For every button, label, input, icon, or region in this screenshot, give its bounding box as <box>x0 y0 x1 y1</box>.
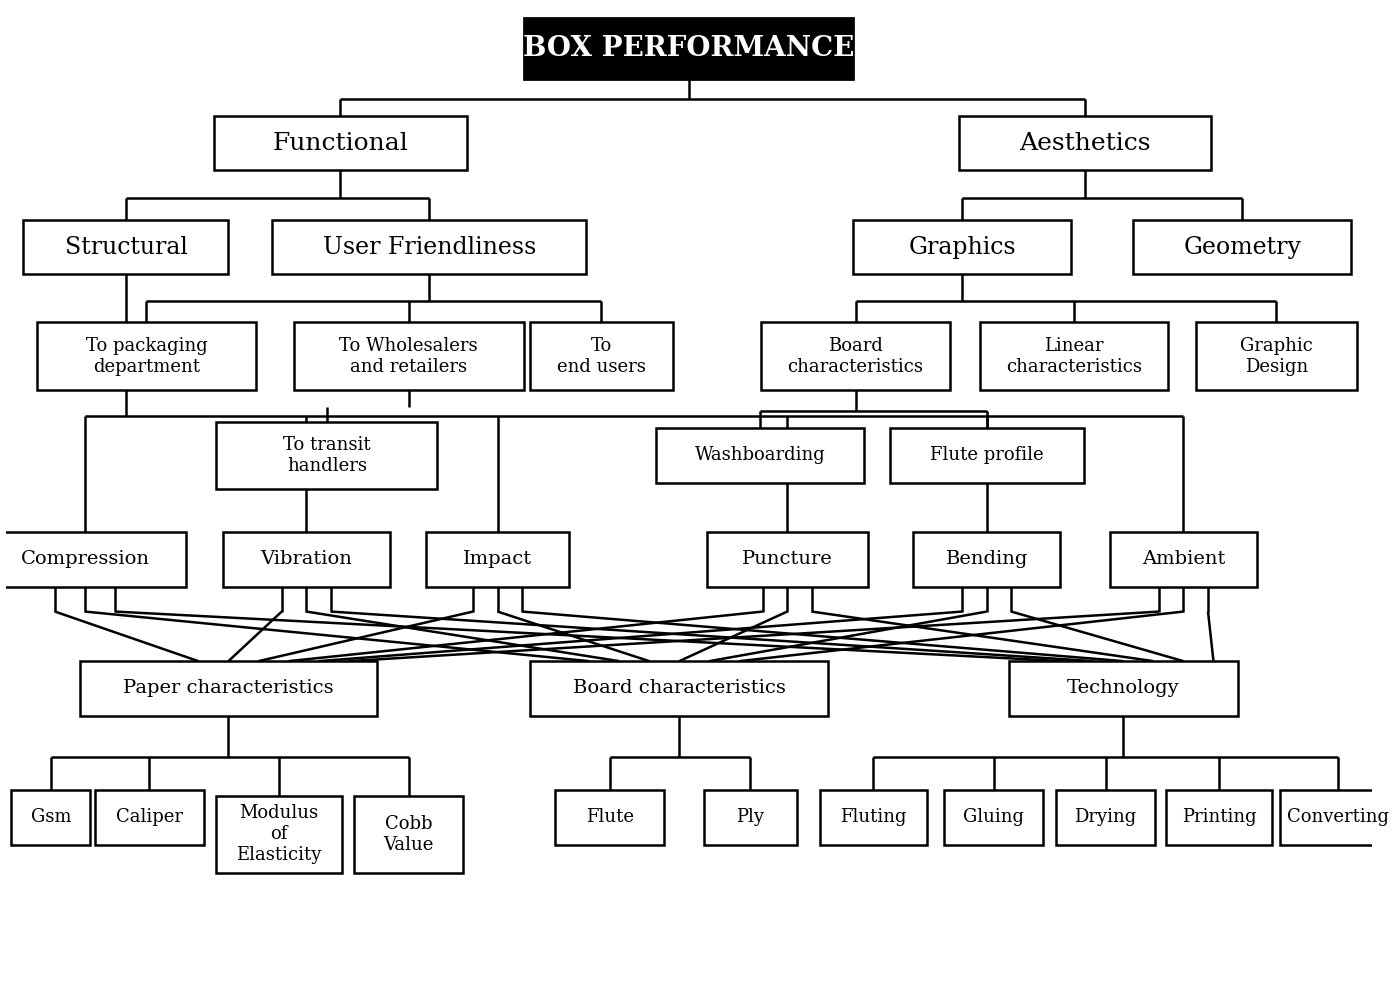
FancyBboxPatch shape <box>354 796 463 873</box>
Text: Structural: Structural <box>64 236 188 259</box>
FancyBboxPatch shape <box>913 532 1060 587</box>
FancyBboxPatch shape <box>426 532 570 587</box>
FancyBboxPatch shape <box>889 428 1084 483</box>
FancyBboxPatch shape <box>11 790 91 845</box>
Text: Ambient: Ambient <box>1142 550 1225 568</box>
Text: Cobb
Value: Cobb Value <box>384 815 434 854</box>
FancyBboxPatch shape <box>980 322 1169 390</box>
Text: Graphics: Graphics <box>909 236 1016 259</box>
Text: Paper characteristics: Paper characteristics <box>123 679 333 697</box>
FancyBboxPatch shape <box>1133 220 1351 274</box>
Text: Functional: Functional <box>273 131 409 154</box>
Text: Impact: Impact <box>463 550 532 568</box>
Text: Technology: Technology <box>1067 679 1180 697</box>
FancyBboxPatch shape <box>820 790 927 845</box>
FancyBboxPatch shape <box>704 790 797 845</box>
FancyBboxPatch shape <box>80 661 378 716</box>
FancyBboxPatch shape <box>1280 790 1396 845</box>
FancyBboxPatch shape <box>214 116 466 170</box>
Text: Board
characteristics: Board characteristics <box>788 337 924 376</box>
FancyBboxPatch shape <box>223 532 389 587</box>
Text: Gsm: Gsm <box>31 808 71 826</box>
Text: Linear
characteristics: Linear characteristics <box>1007 337 1142 376</box>
Text: Washboarding: Washboarding <box>694 446 825 464</box>
FancyBboxPatch shape <box>1110 532 1257 587</box>
Text: BOX PERFORMANCE: BOX PERFORMANCE <box>524 35 854 62</box>
FancyBboxPatch shape <box>95 790 204 845</box>
FancyBboxPatch shape <box>216 796 342 873</box>
Text: To Wholesalers
and retailers: To Wholesalers and retailers <box>339 337 477 376</box>
FancyBboxPatch shape <box>24 220 228 274</box>
Text: Puncture: Puncture <box>742 550 833 568</box>
Text: Compression: Compression <box>21 550 150 568</box>
Text: Aesthetics: Aesthetics <box>1019 131 1151 154</box>
FancyBboxPatch shape <box>853 220 1071 274</box>
Text: To
end users: To end users <box>557 337 645 376</box>
Text: Board characteristics: Board characteristics <box>573 679 785 697</box>
FancyBboxPatch shape <box>959 116 1211 170</box>
FancyBboxPatch shape <box>1008 661 1238 716</box>
FancyBboxPatch shape <box>531 661 829 716</box>
FancyBboxPatch shape <box>525 19 853 79</box>
FancyBboxPatch shape <box>1166 790 1273 845</box>
Text: To packaging
department: To packaging department <box>85 337 207 376</box>
Text: Graphic
Design: Graphic Design <box>1240 337 1313 376</box>
FancyBboxPatch shape <box>0 532 186 587</box>
Text: Gluing: Gluing <box>963 808 1023 826</box>
Text: Flute profile: Flute profile <box>930 446 1043 464</box>
FancyBboxPatch shape <box>529 322 673 390</box>
FancyBboxPatch shape <box>216 422 437 489</box>
Text: Geometry: Geometry <box>1183 236 1301 259</box>
FancyBboxPatch shape <box>657 428 864 483</box>
Text: Flute: Flute <box>585 808 634 826</box>
FancyBboxPatch shape <box>1196 322 1357 390</box>
Text: Converting: Converting <box>1287 808 1389 826</box>
FancyBboxPatch shape <box>1057 790 1155 845</box>
FancyBboxPatch shape <box>554 790 664 845</box>
Text: Bending: Bending <box>945 550 1028 568</box>
FancyBboxPatch shape <box>38 322 256 390</box>
Text: Caliper: Caliper <box>116 808 182 826</box>
Text: Fluting: Fluting <box>840 808 907 826</box>
Text: Ply: Ply <box>736 808 764 826</box>
FancyBboxPatch shape <box>945 790 1043 845</box>
Text: Vibration: Vibration <box>260 550 353 568</box>
Text: To transit
handlers: To transit handlers <box>283 436 371 475</box>
FancyBboxPatch shape <box>707 532 868 587</box>
Text: User Friendliness: User Friendliness <box>322 236 536 259</box>
FancyBboxPatch shape <box>762 322 949 390</box>
FancyBboxPatch shape <box>294 322 524 390</box>
Text: Printing: Printing <box>1182 808 1256 826</box>
Text: Drying: Drying <box>1074 808 1137 826</box>
Text: Modulus
of
Elasticity: Modulus of Elasticity <box>237 804 322 864</box>
FancyBboxPatch shape <box>272 220 587 274</box>
